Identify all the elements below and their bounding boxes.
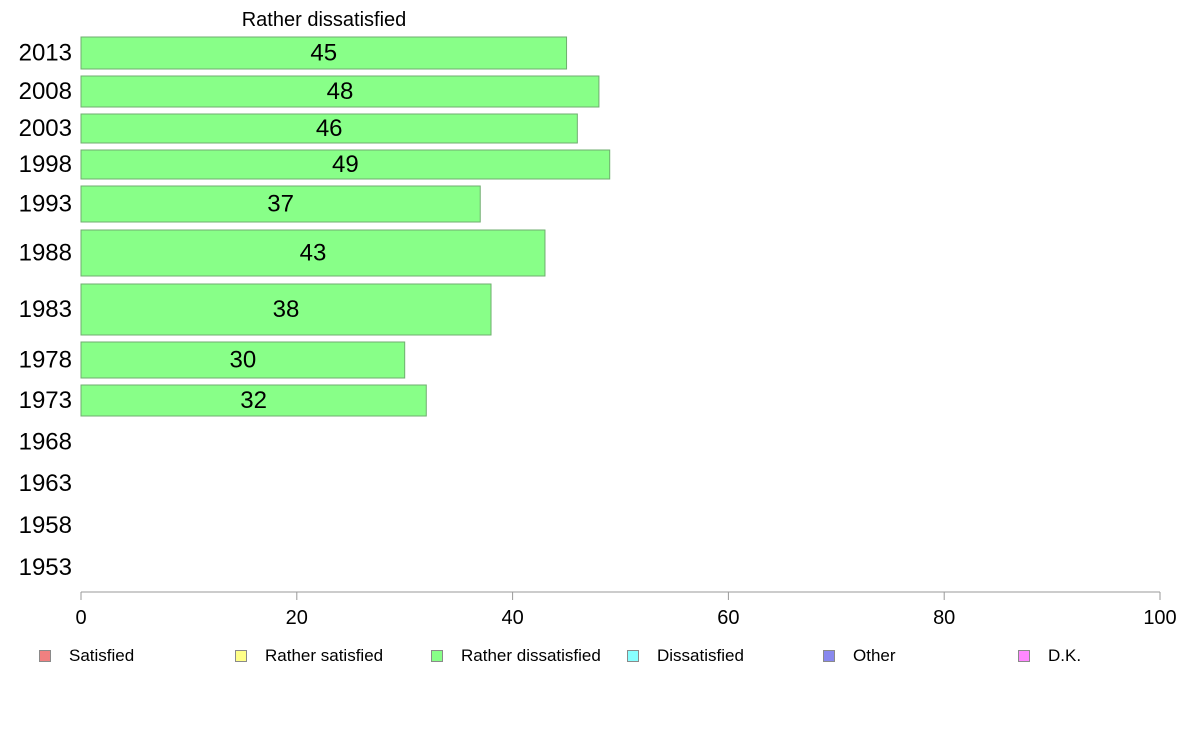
year-label: 2003 xyxy=(19,115,72,142)
legend-label: Rather satisfied xyxy=(265,646,384,665)
bar-value-label: 48 xyxy=(327,78,354,105)
bars-layer xyxy=(80,36,611,417)
year-label: 1963 xyxy=(19,470,72,497)
x-tick-label: 40 xyxy=(501,607,523,629)
bar xyxy=(80,113,578,144)
bar xyxy=(80,36,568,70)
x-tick-label: 20 xyxy=(286,607,308,629)
labels-layer: 2013 45 2008 48 2003 46 1998 49 1993 37 1988 43 1983… xyxy=(19,40,359,582)
x-tick-label: 60 xyxy=(717,607,739,629)
legend-label: Rather dissatisfied xyxy=(461,646,601,665)
year-label: 1983 xyxy=(19,296,72,323)
bar-value-label: 32 xyxy=(240,387,267,414)
legend-label: Dissatisfied xyxy=(657,646,744,665)
bar-value-label: 38 xyxy=(273,296,300,323)
bar xyxy=(80,229,546,277)
bar xyxy=(80,185,481,223)
bar-value-label: 43 xyxy=(300,240,327,267)
legend: Satisfied Rather satisfied Rather dissatis… xyxy=(0,646,1188,670)
legend-label: D.K. xyxy=(1048,646,1082,665)
x-axis: 0 20 40 60 80 100 xyxy=(75,591,1177,629)
legend-label: Satisfied xyxy=(69,646,135,665)
legend-swatch xyxy=(431,650,443,662)
bar-value-label: 45 xyxy=(310,40,337,67)
bar-value-label: 37 xyxy=(267,191,294,218)
bar-value-label: 30 xyxy=(229,347,256,374)
bar xyxy=(80,384,427,417)
bar xyxy=(80,341,406,379)
year-label: 2013 xyxy=(19,40,72,67)
x-tick-label: 100 xyxy=(1143,607,1176,629)
legend-swatch xyxy=(823,650,835,662)
year-label: 1988 xyxy=(19,240,72,267)
legend-item: Rather dissatisfied xyxy=(431,646,601,666)
legend-item: Dissatisfied xyxy=(627,646,744,666)
legend-item: Rather satisfied xyxy=(235,646,383,666)
bar xyxy=(80,75,600,108)
bar-value-label: 46 xyxy=(316,115,343,142)
x-tick-label: 80 xyxy=(933,607,955,629)
year-label: 1993 xyxy=(19,191,72,218)
year-label: 1998 xyxy=(19,151,72,178)
year-label: 1973 xyxy=(19,387,72,414)
bar xyxy=(80,283,492,336)
legend-item: Other xyxy=(823,646,896,666)
legend-swatch xyxy=(1018,650,1030,662)
legend-item: D.K. xyxy=(1018,646,1081,666)
year-label: 2008 xyxy=(19,78,72,105)
chart-title: Rather dissatisfied xyxy=(242,9,407,31)
bar xyxy=(80,149,611,180)
legend-label: Other xyxy=(853,646,896,665)
year-label: 1953 xyxy=(19,554,72,581)
legend-swatch xyxy=(235,650,247,662)
x-tick-label: 0 xyxy=(75,607,86,629)
legend-swatch xyxy=(39,650,51,662)
year-label: 1978 xyxy=(19,347,72,374)
year-label: 1958 xyxy=(19,512,72,539)
bar-value-label: 49 xyxy=(332,151,359,178)
year-label: 1968 xyxy=(19,429,72,456)
chart: Rather dissatisfied 2013 45 2008 48 2003 46 19… xyxy=(19,9,1177,629)
legend-swatch xyxy=(627,650,639,662)
legend-item: Satisfied xyxy=(39,646,134,666)
